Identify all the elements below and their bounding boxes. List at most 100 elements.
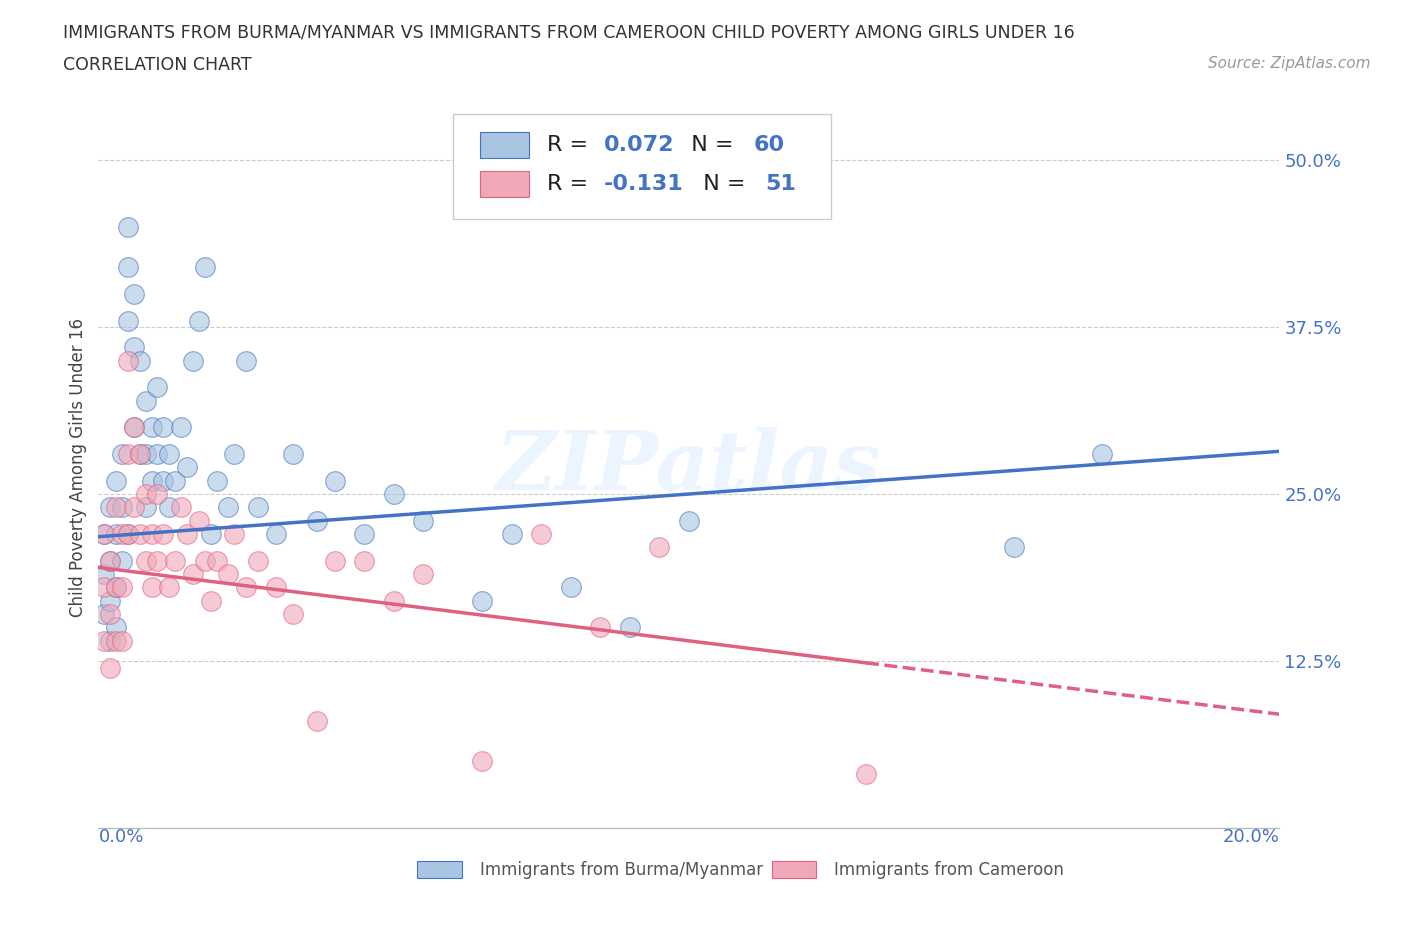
Point bbox=[283, 446, 305, 461]
Point bbox=[98, 500, 121, 515]
Point bbox=[224, 526, 246, 541]
Point bbox=[855, 767, 877, 782]
Point bbox=[117, 353, 139, 368]
Point bbox=[128, 446, 150, 461]
Point bbox=[170, 500, 193, 515]
Point bbox=[353, 553, 375, 568]
Point bbox=[217, 566, 239, 581]
Point bbox=[105, 580, 128, 595]
Point bbox=[170, 419, 193, 434]
Point bbox=[157, 446, 180, 461]
Point bbox=[560, 580, 582, 595]
FancyBboxPatch shape bbox=[772, 861, 817, 878]
Point bbox=[105, 620, 128, 635]
Point bbox=[93, 526, 115, 541]
Point bbox=[111, 446, 134, 461]
Point bbox=[128, 526, 150, 541]
Point bbox=[678, 513, 700, 528]
Point bbox=[1091, 446, 1114, 461]
Point bbox=[93, 526, 115, 541]
Text: 0.072: 0.072 bbox=[605, 135, 675, 155]
Point bbox=[181, 353, 204, 368]
Text: Immigrants from Burma/Myanmar: Immigrants from Burma/Myanmar bbox=[479, 860, 763, 879]
Point bbox=[176, 526, 198, 541]
Point bbox=[264, 526, 287, 541]
Point bbox=[323, 473, 346, 488]
Point bbox=[105, 500, 128, 515]
Point bbox=[117, 219, 139, 234]
Point bbox=[98, 606, 121, 621]
Point bbox=[187, 513, 209, 528]
Text: -0.131: -0.131 bbox=[605, 174, 683, 194]
Text: 0.0%: 0.0% bbox=[98, 828, 143, 845]
Point bbox=[117, 526, 139, 541]
Point bbox=[1002, 540, 1025, 555]
Point bbox=[135, 446, 157, 461]
Text: 60: 60 bbox=[754, 135, 785, 155]
Point bbox=[471, 593, 494, 608]
Text: R =: R = bbox=[547, 174, 596, 194]
Point bbox=[111, 526, 134, 541]
Point bbox=[98, 593, 121, 608]
Point bbox=[194, 553, 217, 568]
Text: IMMIGRANTS FROM BURMA/MYANMAR VS IMMIGRANTS FROM CAMEROON CHILD POVERTY AMONG GI: IMMIGRANTS FROM BURMA/MYANMAR VS IMMIGRA… bbox=[63, 23, 1076, 41]
Point bbox=[141, 580, 163, 595]
Point bbox=[283, 606, 305, 621]
Point bbox=[98, 633, 121, 648]
Point bbox=[152, 473, 174, 488]
Point bbox=[122, 500, 145, 515]
Point bbox=[224, 446, 246, 461]
Point bbox=[122, 419, 145, 434]
Point bbox=[146, 446, 169, 461]
Point bbox=[205, 473, 228, 488]
Point bbox=[93, 633, 115, 648]
Point bbox=[157, 580, 180, 595]
Point bbox=[105, 580, 128, 595]
Point bbox=[235, 353, 257, 368]
Point bbox=[105, 473, 128, 488]
Point bbox=[176, 460, 198, 475]
Point bbox=[200, 526, 222, 541]
Text: ZIPatlas: ZIPatlas bbox=[496, 427, 882, 508]
Text: Source: ZipAtlas.com: Source: ZipAtlas.com bbox=[1208, 56, 1371, 71]
Text: Immigrants from Cameroon: Immigrants from Cameroon bbox=[834, 860, 1064, 879]
Point bbox=[111, 553, 134, 568]
Point bbox=[117, 259, 139, 274]
Point bbox=[93, 580, 115, 595]
Point bbox=[105, 633, 128, 648]
Point bbox=[117, 313, 139, 328]
Point bbox=[93, 606, 115, 621]
Point bbox=[200, 593, 222, 608]
Point bbox=[141, 419, 163, 434]
FancyBboxPatch shape bbox=[479, 171, 530, 197]
Point bbox=[141, 473, 163, 488]
Point bbox=[111, 633, 134, 648]
Point bbox=[217, 500, 239, 515]
Point bbox=[141, 526, 163, 541]
Point bbox=[98, 553, 121, 568]
Point bbox=[117, 526, 139, 541]
Point bbox=[122, 419, 145, 434]
Point bbox=[323, 553, 346, 568]
Point bbox=[146, 379, 169, 394]
Point bbox=[135, 393, 157, 408]
Point bbox=[98, 660, 121, 675]
Text: N =: N = bbox=[689, 174, 752, 194]
Point bbox=[146, 553, 169, 568]
Point bbox=[128, 446, 150, 461]
Point bbox=[246, 553, 269, 568]
Point bbox=[117, 446, 139, 461]
Point bbox=[246, 500, 269, 515]
Point bbox=[194, 259, 217, 274]
Point bbox=[135, 553, 157, 568]
Text: 51: 51 bbox=[766, 174, 797, 194]
Point bbox=[135, 500, 157, 515]
FancyBboxPatch shape bbox=[418, 861, 463, 878]
Point bbox=[589, 620, 612, 635]
Point bbox=[412, 513, 434, 528]
Point bbox=[122, 339, 145, 354]
Point bbox=[305, 513, 328, 528]
Point bbox=[412, 566, 434, 581]
Text: CORRELATION CHART: CORRELATION CHART bbox=[63, 56, 252, 73]
Point bbox=[157, 500, 180, 515]
